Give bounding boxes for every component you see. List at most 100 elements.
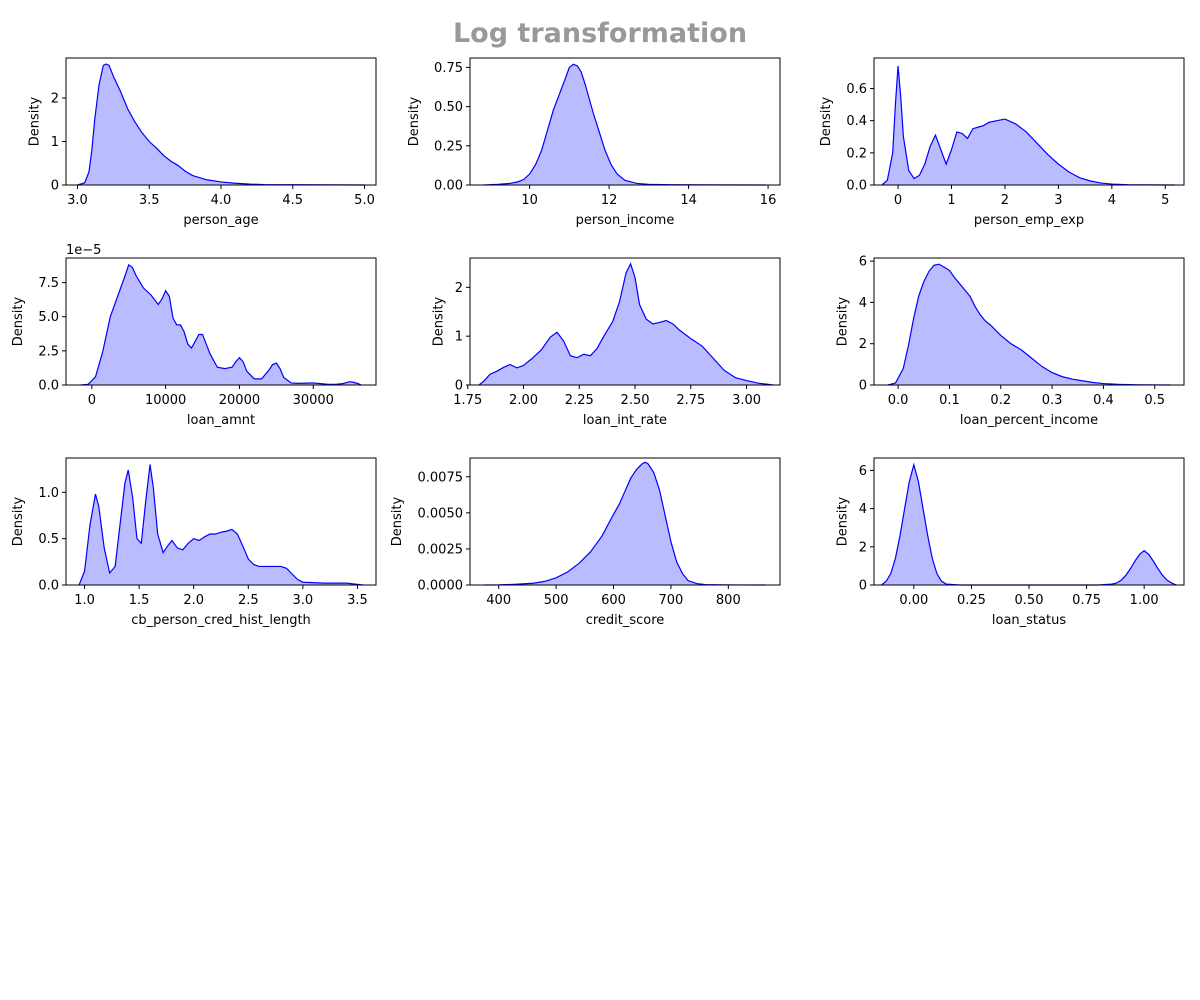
x-axis-label: person_age [183, 213, 258, 228]
y-tick-label: 0 [859, 379, 867, 394]
y-tick-label: 2.5 [38, 344, 59, 359]
subplot-loan-percent-income: 0.0 0.1 0.2 0.3 0.4 0.5 0 2 4 6 loan_percent_incom… [836, 255, 1185, 428]
y-tick-label: 4 [859, 296, 867, 311]
y-tick-label: 0.4 [846, 114, 867, 129]
y-tick-label: 0.6 [846, 82, 867, 97]
x-tick-label: 1.5 [129, 593, 150, 608]
x-tick-label: 2.50 [621, 393, 650, 408]
figure-title: Log transformation [453, 18, 747, 49]
y-tick-label: 0.00 [434, 179, 463, 194]
axes-frame [65, 257, 377, 386]
x-tick-label: 0.3 [1042, 393, 1063, 408]
x-tick-label: 0 [88, 393, 96, 408]
density-area [77, 64, 365, 185]
x-tick-label: 30000 [293, 393, 334, 408]
x-tick-label: 3 [1054, 193, 1062, 208]
y-tick-label: 0.50 [434, 100, 463, 115]
density-area [478, 263, 774, 385]
x-tick-label: 2.0 [183, 593, 204, 608]
density-area [79, 464, 363, 585]
x-tick-label: 400 [486, 593, 511, 608]
y-axis-label: Density [432, 296, 447, 346]
density-line [77, 63, 365, 186]
density-line [881, 65, 1175, 186]
y-axis-label: Density [836, 296, 851, 346]
density-area [882, 66, 1175, 185]
x-tick-label: 0.5 [1144, 393, 1165, 408]
y-tick-label: 2 [51, 92, 59, 107]
y-tick-label: 2 [859, 540, 867, 555]
x-axis-label: person_emp_exp [974, 213, 1084, 228]
density-area [887, 264, 1171, 385]
density-line [483, 63, 767, 186]
y-axis-label: Density [11, 496, 26, 546]
y-tick-label: 0.0 [38, 579, 59, 594]
axes-frame [65, 457, 377, 586]
y-axis-label: Density [407, 96, 422, 146]
x-tick-label: 10 [521, 193, 538, 208]
y-tick-label: 1.0 [38, 486, 59, 501]
x-axis-label: credit_score [586, 613, 665, 628]
y-tick-label: 1 [455, 330, 463, 345]
subplot-credit-score: 400 500 600 700 800 0.0000 0.0025 0.0050 0.0075 c… [390, 457, 781, 628]
x-tick-label: 1.00 [1130, 593, 1159, 608]
x-tick-label: 5.0 [354, 193, 375, 208]
x-tick-label: 2.75 [676, 393, 705, 408]
x-tick-label: 3.5 [139, 193, 160, 208]
x-tick-label: 1 [947, 193, 955, 208]
axes-frame [469, 257, 781, 386]
x-tick-label: 4 [1108, 193, 1116, 208]
x-tick-label: 700 [659, 593, 684, 608]
x-tick-label: 4.5 [282, 193, 303, 208]
x-tick-label: 4.0 [211, 193, 232, 208]
x-tick-label: 1.0 [74, 593, 95, 608]
x-tick-label: 0.0 [888, 393, 909, 408]
density-area [484, 462, 766, 585]
y-tick-label: 0.0000 [418, 579, 464, 594]
subplot-loan-amnt: 0 10000 20000 30000 0.0 2.5 5.0 7.5 loan_amnt Den… [11, 243, 377, 428]
axes-frame [469, 457, 781, 586]
x-tick-label: 2 [1001, 193, 1009, 208]
x-tick-label: 600 [601, 593, 626, 608]
x-tick-label: 500 [544, 593, 569, 608]
x-tick-label: 0.4 [1093, 393, 1114, 408]
density-line [478, 262, 774, 386]
y-axis-label: Density [836, 496, 851, 546]
y-axis-label: Density [819, 96, 834, 146]
x-tick-label: 3.0 [67, 193, 88, 208]
subplot-person-income: 10 12 14 16 0.00 0.25 0.50 0.75 person_income Den… [407, 57, 781, 228]
y-tick-label: 2 [455, 281, 463, 296]
x-tick-label: 0.25 [957, 593, 986, 608]
subplot-loan-status: 0.00 0.25 0.50 0.75 1.00 0 2 4 6 loan_status Densi… [836, 457, 1185, 628]
y-tick-label: 0.0050 [418, 506, 464, 521]
axes-frame [873, 257, 1185, 386]
x-axis-label: person_income [576, 213, 675, 228]
x-tick-label: 14 [680, 193, 697, 208]
density-line [887, 263, 1171, 386]
axes-frame [873, 57, 1185, 186]
y-tick-label: 6 [859, 255, 867, 270]
y-axis-label: Density [28, 96, 43, 146]
x-tick-label: 0.1 [939, 393, 960, 408]
x-tick-label: 3.00 [732, 393, 761, 408]
density-area [483, 64, 767, 185]
y-tick-label: 7.5 [38, 276, 59, 291]
x-tick-label: 16 [760, 193, 777, 208]
y-tick-label: 0.0025 [418, 542, 464, 557]
y-tick-label: 0.5 [38, 532, 59, 547]
y-tick-label: 0 [859, 579, 867, 594]
subplot-person-emp-exp: 0 1 2 3 4 5 0.0 0.2 0.4 0.6 person_emp_exp Density [819, 57, 1185, 228]
x-axis-label: loan_amnt [187, 413, 255, 428]
x-tick-label: 0.75 [1072, 593, 1101, 608]
x-tick-label: 1.75 [453, 393, 482, 408]
subplot-cb-person-cred-hist-length: 1.0 1.5 2.0 2.5 3.0 3.5 0.0 0.5 1.0 cb_person_cre… [11, 457, 377, 628]
y-axis-label: Density [11, 296, 26, 346]
subplot-person-age: 3.0 3.5 4.0 4.5 5.0 0 1 2 person_age Density [28, 57, 377, 228]
x-tick-label: 800 [716, 593, 741, 608]
x-tick-label: 5 [1161, 193, 1169, 208]
subplot-loan-int-rate: 1.75 2.00 2.25 2.50 2.75 3.00 0 1 2 loan_int_rate… [432, 257, 781, 428]
y-tick-label: 6 [859, 464, 867, 479]
y-tick-label: 2 [859, 337, 867, 352]
y-tick-label: 0 [51, 179, 59, 194]
